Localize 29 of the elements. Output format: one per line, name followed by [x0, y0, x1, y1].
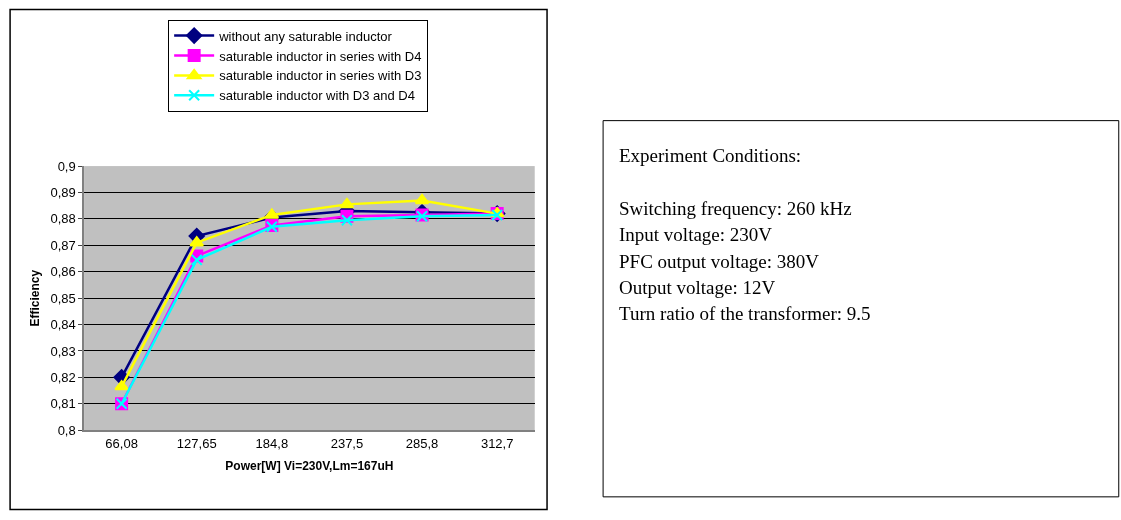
x-tick-label: 285,8: [405, 435, 439, 451]
y-tick-label: 0,81: [50, 396, 76, 412]
legend-label: saturable inductor with D3 and D4: [219, 88, 415, 104]
text: Switching frequency: 260 kHz: [619, 198, 852, 219]
y-tick-label: 0,88: [50, 211, 76, 227]
x-axis-title: Power[W] Vi=230V,Lm=167uH: [225, 458, 394, 473]
text: Turn ratio of the transformer: 9.5: [619, 303, 871, 324]
y-tick-label: 0,87: [50, 237, 76, 253]
x-tick-label: 66,08: [105, 435, 138, 451]
text: Output voltage: 12V: [619, 277, 776, 298]
y-axis-title: Efficiency: [28, 269, 43, 327]
legend-label: saturable inductor in series with D3: [219, 68, 422, 84]
y-tick-label: 0,82: [50, 369, 76, 385]
y-tick-label: 0,89: [50, 185, 76, 201]
text: Experiment Conditions:: [619, 145, 802, 166]
x-tick-label: 127,65: [176, 435, 217, 451]
text: Input voltage: 230V: [619, 224, 773, 245]
y-tick-label: 0,9: [57, 158, 76, 174]
y-tick-label: 0,8: [57, 422, 76, 438]
y-tick-label: 0,86: [50, 264, 76, 280]
x-tick-label: 184,8: [255, 435, 289, 451]
legend-label: without any saturable inductor: [218, 28, 393, 44]
x-tick-label: 312,7: [480, 435, 514, 451]
legend-label: saturable inductor in series with D4: [219, 48, 422, 64]
y-tick-label: 0,83: [50, 343, 76, 359]
text: PFC output voltage: 380V: [619, 251, 820, 272]
y-tick-label: 0,85: [50, 290, 76, 306]
x-tick-label: 237,5: [330, 435, 364, 451]
y-tick-label: 0,84: [50, 317, 76, 333]
